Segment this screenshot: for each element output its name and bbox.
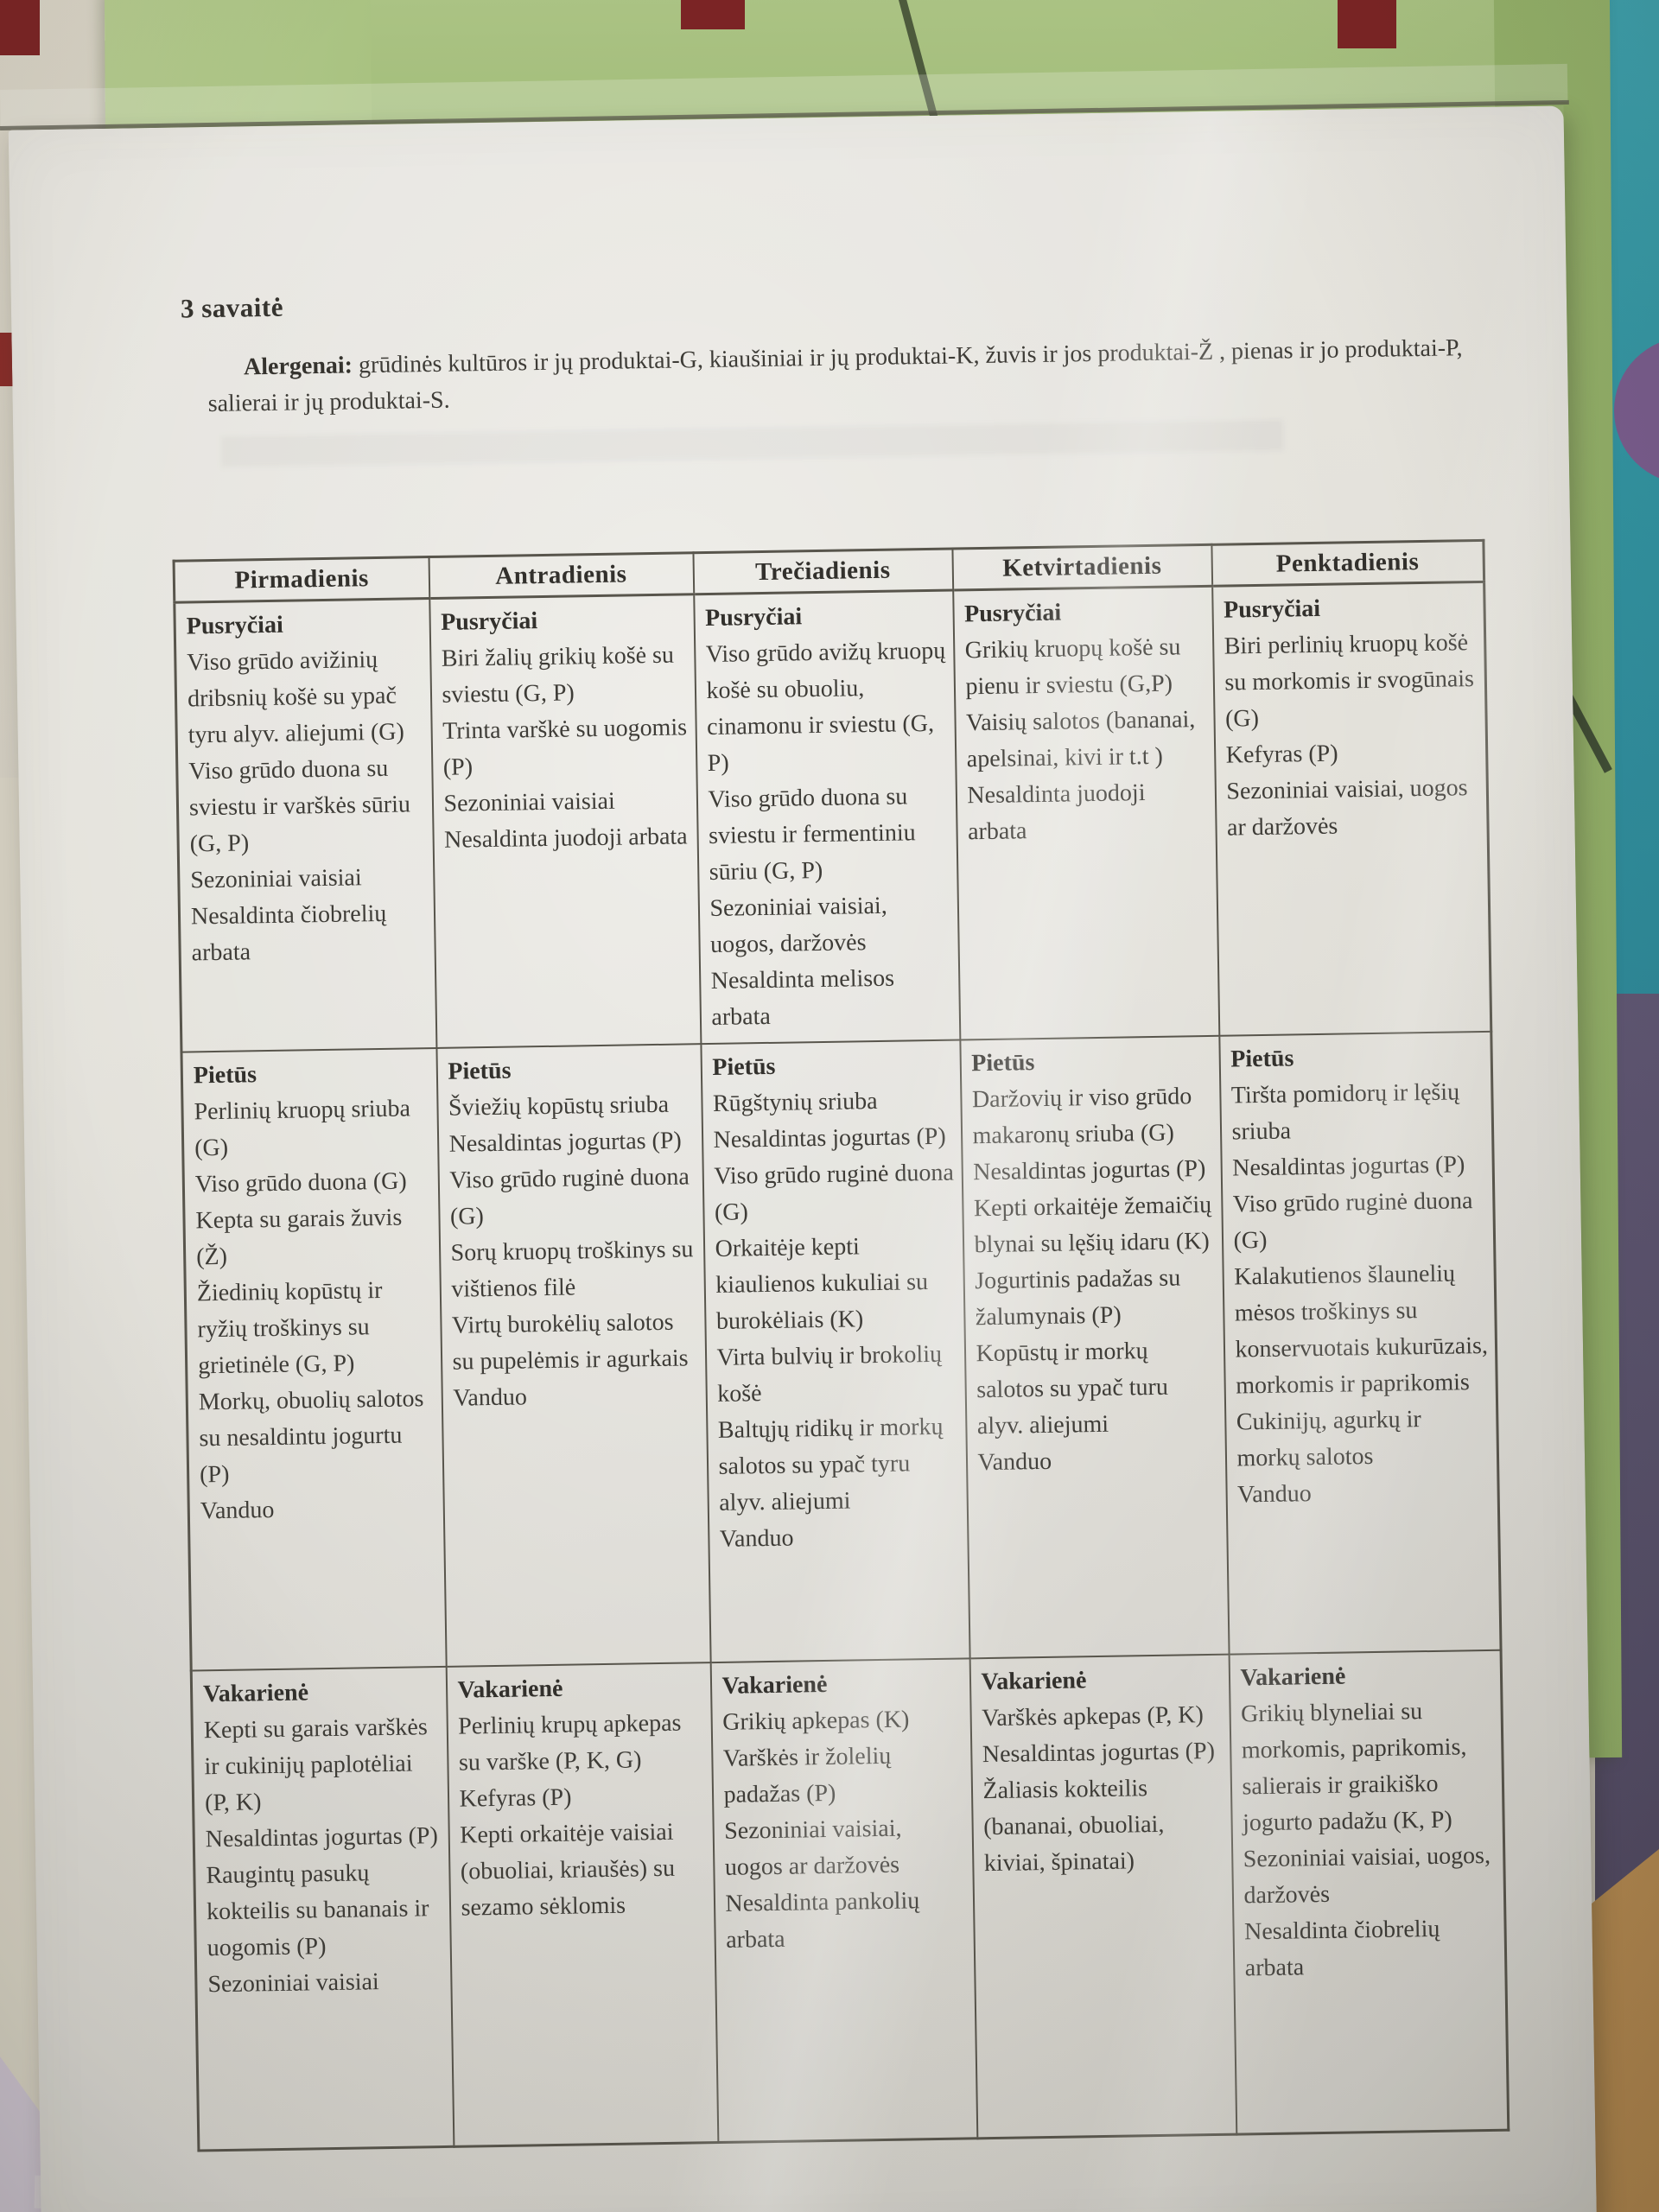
menu-cell: Pusryčiai Viso grūdo avižinių dribsnių ko… [174, 598, 436, 1052]
day-header-tuesday: Antradienis [429, 552, 694, 599]
allergen-label: Alergenai: [243, 352, 353, 381]
menu-cell: Pusryčiai Grikių kruopų košė su pienu ir … [952, 586, 1219, 1039]
meal-name: Pusryčiai [704, 603, 803, 632]
breakfast-row: Pusryčiai Viso grūdo avižinių dribsnių ko… [174, 582, 1491, 1052]
week-title: 3 savaitė [180, 291, 284, 324]
day-header-wednesday: Trečiadienis [692, 549, 953, 594]
red-book-edge [0, 0, 40, 55]
lunch-row: Pietūs Perlinių kruopų sriuba (G) Viso gr… [181, 1031, 1502, 1671]
meal-items: Perlinių kruopų sriuba (G) Viso grūdo du… [194, 1094, 424, 1524]
menu-cell: Pusryčiai Biri perlinių kruopų košė su mo… [1211, 582, 1491, 1036]
meal-name: Pietūs [448, 1057, 512, 1085]
menu-cell: Pietūs Daržovių ir viso grūdo makaronų sr… [959, 1035, 1230, 1658]
meal-items: Varškės apkepas (P, K) Nesaldintas jogur… [981, 1700, 1216, 1877]
allergen-note: Alergenai: grūdinės kultūros ir jų produ… [207, 330, 1477, 423]
meal-name: Pusryčiai [440, 607, 538, 636]
meal-items: Kepti su garais varškės ir cukinijų papl… [203, 1713, 439, 1998]
meal-name: Pusryčiai [1223, 594, 1321, 624]
show-through-ghost [220, 419, 1284, 467]
meal-name: Vakarienė [721, 1670, 828, 1700]
meal-name: Vakarienė [1240, 1662, 1346, 1691]
meal-items: Biri perlinių kruopų košė su morkomis ir… [1224, 629, 1475, 842]
menu-cell: Pusryčiai Viso grūdo avižų kruopų košė su… [693, 590, 960, 1044]
meal-items: Perlinių krupų apkepas su varške (P, K, … [458, 1709, 682, 1922]
meal-name: Vakarienė [202, 1678, 309, 1707]
allergen-text: grūdinės kultūros ir jų produktai-G, kia… [207, 334, 1463, 418]
meal-name: Vakarienė [981, 1666, 1087, 1695]
paper-sheet: 3 savaitė Alergenai: grūdinės kultūros i… [8, 105, 1597, 2212]
meal-name: Pusryčiai [186, 611, 283, 640]
meal-items: Daržovių ir viso grūdo makaronų sriuba (… [971, 1082, 1212, 1476]
meal-items: Rūgštynių sriuba Nesaldintas jogurtas (P… [712, 1087, 955, 1553]
dinner-row: Vakarienė Kepti su garais varškės ir cuki… [191, 1649, 1509, 2151]
meal-items: Biri žalių grikių košė su sviestu (G, P)… [441, 641, 688, 854]
meal-name: Pietūs [971, 1048, 1035, 1077]
menu-cell: Pietūs Perlinių kruopų sriuba (G) Viso gr… [181, 1047, 447, 1671]
meal-items: Šviežių kopūstų sriuba Nesaldintas jogur… [448, 1090, 694, 1412]
menu-cell: Vakarienė Kepti su garais varškės ir cuki… [191, 1666, 454, 2151]
day-header-monday: Pirmadienis [174, 556, 429, 603]
meal-name: Vakarienė [457, 1675, 563, 1704]
meal-items: Tiršta pomidorų ir lęšių sriuba Nesaldin… [1230, 1077, 1489, 1508]
menu-cell: Vakarienė Perlinių krupų apkepas su varšk… [446, 1662, 718, 2147]
meal-name: Pietūs [1230, 1044, 1294, 1073]
meal-name: Pietūs [712, 1052, 776, 1081]
menu-cell: Pietūs Rūgštynių sriuba Nesaldintas jogur… [700, 1039, 970, 1662]
day-header-friday: Penktadienis [1211, 540, 1484, 587]
menu-table: Pirmadienis Antradienis Trečiadienis Ket… [172, 538, 1510, 2152]
menu-cell: Vakarienė Grikių apkepas (K) Varškės ir ž… [710, 1657, 977, 2143]
day-header-thursday: Ketvirtadienis [951, 544, 1212, 591]
menu-cell: Pietūs Tiršta pomidorų ir lęšių sriuba Ne… [1218, 1031, 1502, 1655]
meal-items: Viso grūdo avižinių dribsnių košė su ypa… [187, 645, 411, 967]
meal-name: Pusryčiai [963, 599, 1062, 628]
menu-cell: Vakarienė Grikių blyneliai su morkomis, p… [1229, 1649, 1509, 2135]
menu-cell: Pusryčiai Biri žalių grikių košė su svies… [429, 594, 701, 1048]
meal-items: Grikių apkepas (K) Varškės ir žolelių pa… [721, 1705, 920, 1954]
meal-name: Pietūs [193, 1060, 257, 1089]
meal-items: Grikių blyneliai su morkomis, paprikomis… [1240, 1697, 1491, 1981]
red-book-edge [1338, 0, 1396, 48]
red-book-edge [681, 0, 745, 29]
meal-items: Viso grūdo avižų kruopų košė su obuoliu,… [705, 637, 946, 1031]
menu-cell: Pietūs Šviežių kopūstų sriuba Nesaldintas… [435, 1043, 711, 1667]
menu-cell: Vakarienė Varškės apkepas (P, K) Nesaldin… [969, 1654, 1236, 2139]
meal-items: Grikių kruopų košė su pienu ir sviestu (… [964, 633, 1196, 846]
